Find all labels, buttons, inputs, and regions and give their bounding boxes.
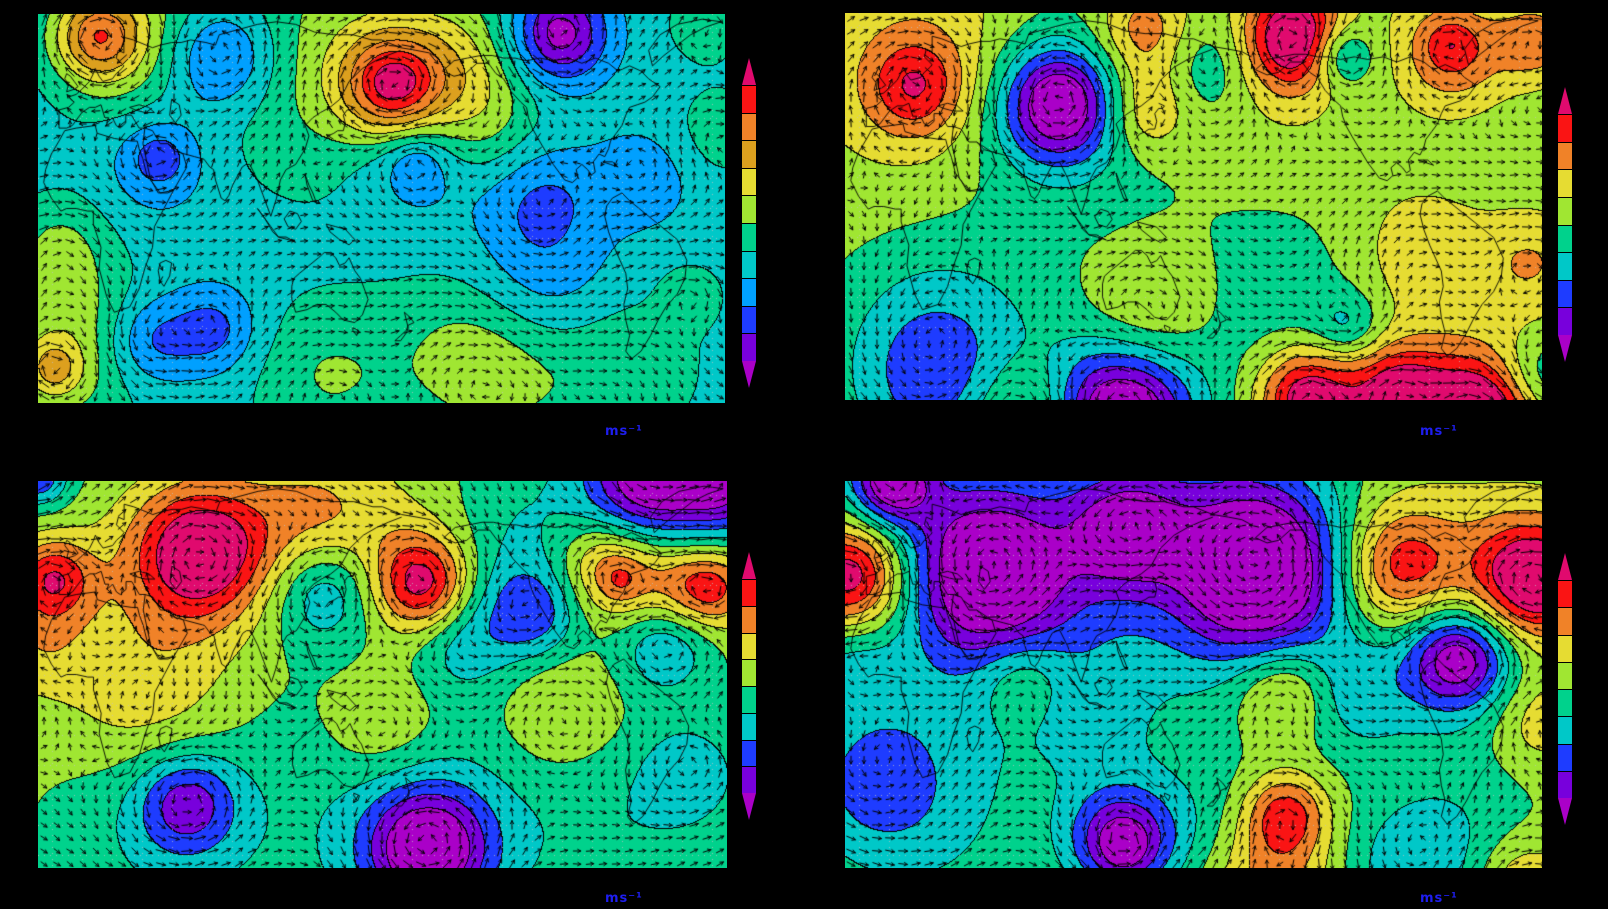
colorbar-bottom-arrow (1558, 798, 1572, 825)
colorbar-segment (742, 85, 756, 113)
colorbar-segment (742, 278, 756, 306)
colorbar-segment (742, 250, 756, 279)
colorbar-segment (742, 195, 756, 223)
colorbar-top-arrow (1558, 553, 1572, 580)
units-label-panel-top-right: ms⁻¹ (1420, 424, 1458, 439)
colorbar-segment (1558, 743, 1572, 771)
colorbar-top-arrow (742, 552, 756, 579)
colorbar-top-arrow (742, 58, 756, 85)
wind-vector-map-panel-bottom-right (845, 481, 1542, 868)
colorbar-bottom-arrow (742, 793, 756, 820)
colorbar-segment (742, 305, 756, 334)
colorbar-segment (742, 333, 756, 361)
colorbar-segment (1558, 689, 1572, 717)
colorbar-segment (1558, 661, 1572, 689)
colorbar-segment (742, 712, 756, 740)
colorbar-segment (1558, 634, 1572, 662)
units-label-panel-bottom-right: ms⁻¹ (1420, 891, 1458, 906)
colorbar-panel-bottom-right (1558, 553, 1572, 825)
colorbar-bottom-arrow (742, 360, 756, 388)
colorbar-segment (1558, 307, 1572, 335)
colorbar-segment (742, 167, 756, 196)
colorbar-segment (742, 686, 756, 713)
colorbar-segment (1558, 279, 1572, 308)
colorbar-segment (1558, 169, 1572, 197)
colorbar-panel-top-left (742, 58, 756, 388)
wind-vector-map-panel-bottom-left (38, 481, 727, 868)
units-label-panel-top-left: ms⁻¹ (605, 424, 643, 439)
colorbar-segment (742, 140, 756, 168)
colorbar-segment (742, 659, 756, 686)
colorbar-panel-bottom-left (742, 552, 756, 820)
colorbar-panel-top-right (1558, 87, 1572, 362)
colorbar-segment (742, 632, 756, 660)
colorbar-top-arrow (1558, 87, 1572, 114)
colorbar-segment (1558, 196, 1572, 225)
colorbar-segment (1558, 141, 1572, 170)
colorbar-bottom-arrow (1558, 335, 1572, 362)
colorbar-segment (742, 766, 756, 793)
colorbar-segment (1558, 224, 1572, 253)
colorbar-segment (1558, 607, 1572, 635)
colorbar-segment (742, 112, 756, 141)
colorbar-segment (1558, 770, 1572, 798)
colorbar-segment (1558, 716, 1572, 744)
units-label-panel-bottom-left: ms⁻¹ (605, 891, 643, 906)
colorbar-segment (742, 579, 756, 606)
colorbar-segment (1558, 252, 1572, 280)
colorbar-segment (1558, 114, 1572, 142)
colorbar-segment (1558, 580, 1572, 608)
wind-vector-map-panel-top-right (845, 13, 1542, 400)
colorbar-segment (742, 222, 756, 251)
colorbar-segment (742, 605, 756, 633)
colorbar-segment (742, 739, 756, 767)
wind-vector-map-panel-top-left (38, 14, 725, 403)
